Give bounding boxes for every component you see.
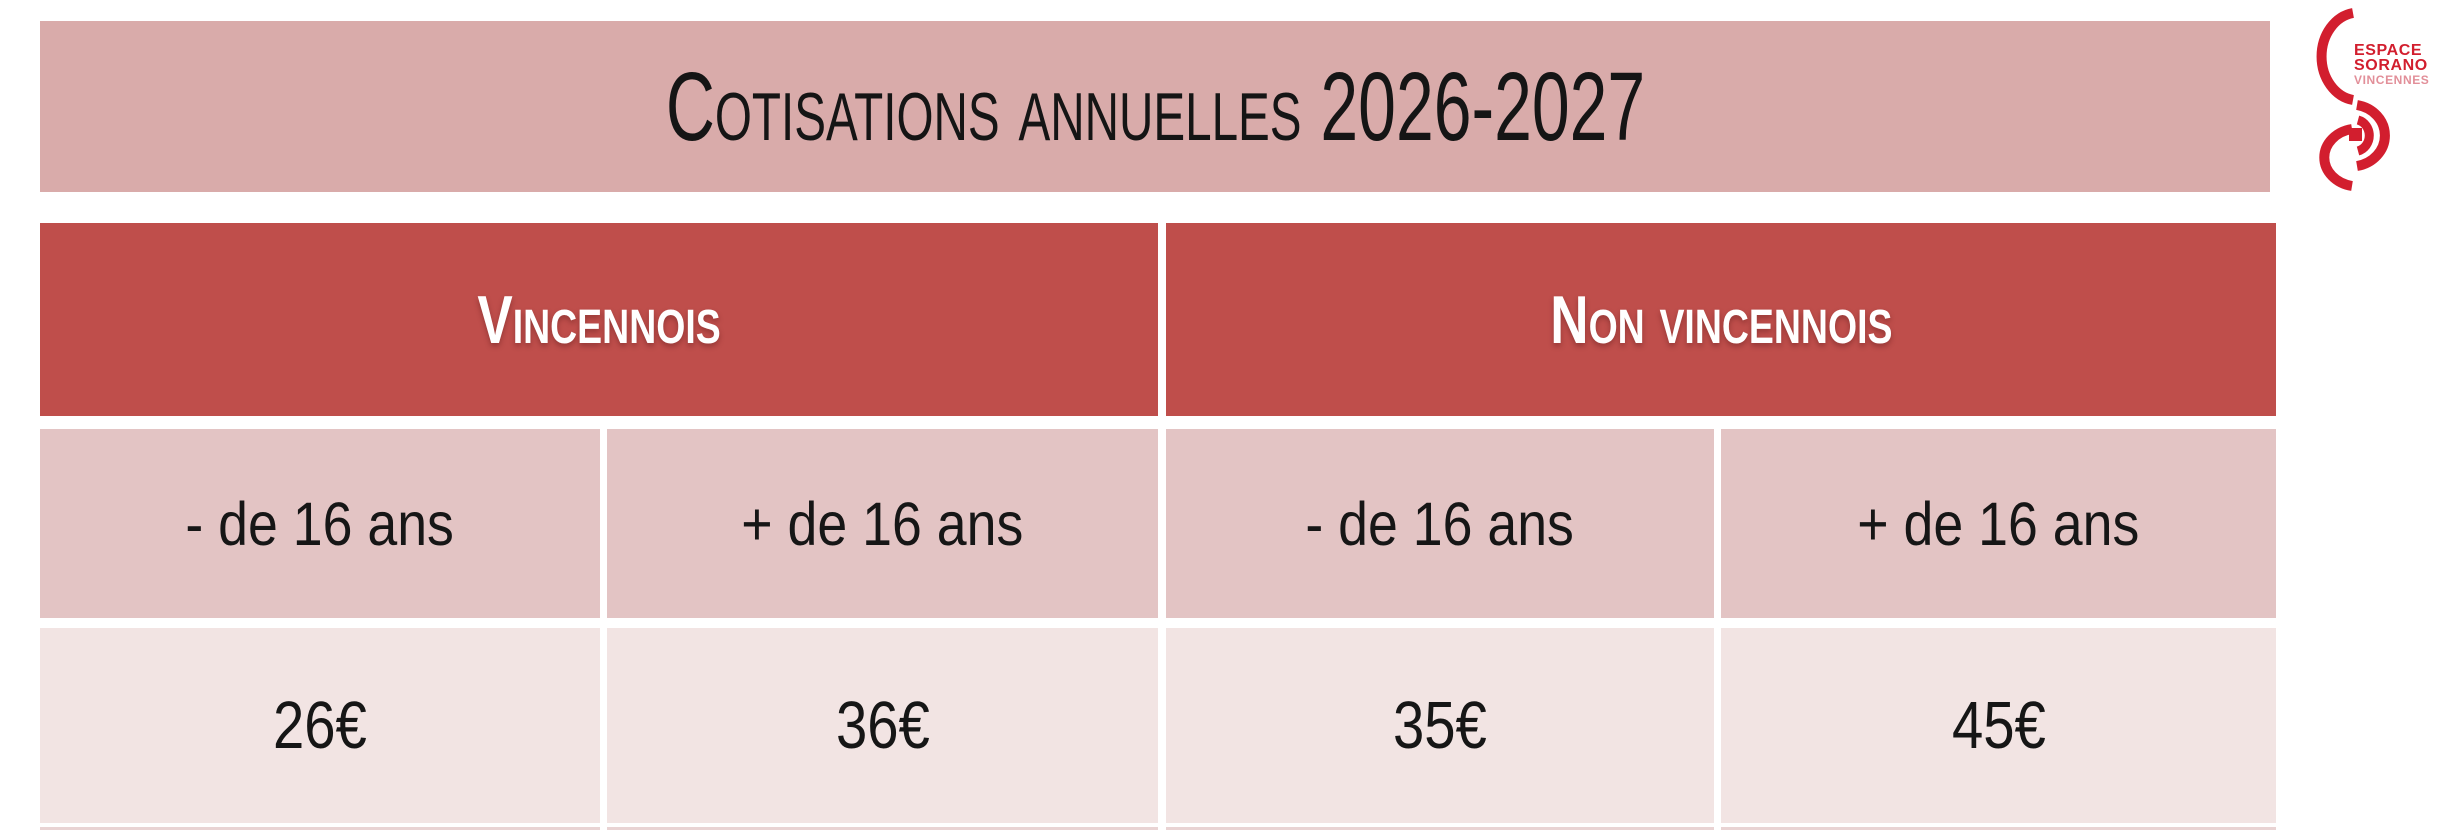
title-banner: Cotisations annuelles 2026-2027	[40, 21, 2270, 192]
price-value: 36€	[835, 688, 930, 763]
logo-line-vincennes: VINCENNES	[2354, 73, 2430, 87]
logo-line-sorano: SORANO	[2354, 57, 2428, 74]
price-value: 35€	[1393, 688, 1487, 763]
subheader-cell-vincennois-under16: - de 16 ans	[40, 429, 600, 618]
price-cell-non-vincennois-over16: 45€	[1721, 628, 2276, 823]
subheader-label: - de 16 ans	[1305, 489, 1575, 558]
logo-line-espace: ESPACE	[2354, 42, 2423, 59]
price-cell-non-vincennois-under16: 35€	[1166, 628, 1714, 823]
subheader-cell-non-vincennois-over16: + de 16 ans	[1721, 429, 2276, 618]
sorano-s-mark-icon	[2316, 8, 2390, 191]
espace-sorano-logo: ESPACE SORANO VINCENNES	[2288, 4, 2440, 206]
price-cell-vincennois-over16: 36€	[607, 628, 1158, 823]
price-cell-vincennois-under16: 26€	[40, 628, 600, 823]
price-value: 45€	[1951, 688, 2046, 763]
page-title: Cotisations annuelles 2026-2027	[665, 51, 1645, 161]
pricing-table: Vincennois Non vincennois - de 16 ans + …	[40, 223, 2276, 830]
header-label-non-vincennois: Non vincennois	[1549, 281, 1893, 358]
cutoff-row-strip	[1721, 827, 2276, 830]
header-cell-vincennois: Vincennois	[40, 223, 1158, 416]
cutoff-row-strip	[40, 827, 600, 830]
price-value: 26€	[273, 688, 367, 763]
header-label-vincennois: Vincennois	[477, 281, 721, 358]
subheader-cell-non-vincennois-under16: - de 16 ans	[1166, 429, 1714, 618]
subheader-label: - de 16 ans	[185, 489, 455, 558]
cutoff-row-strip	[1166, 827, 1714, 830]
cutoff-row-strip	[607, 827, 1158, 830]
subheader-cell-vincennois-over16: + de 16 ans	[607, 429, 1158, 618]
subheader-label: + de 16 ans	[741, 489, 1024, 558]
subheader-label: + de 16 ans	[1857, 489, 2140, 558]
header-cell-non-vincennois: Non vincennois	[1166, 223, 2276, 416]
logo-wordmark: ESPACE SORANO VINCENNES	[2354, 42, 2430, 88]
